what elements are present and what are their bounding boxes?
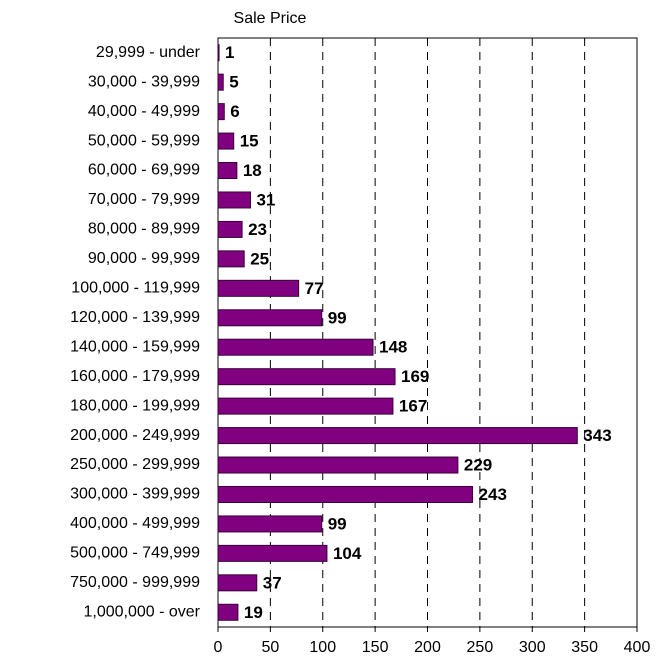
bar [217,456,459,474]
value-label: 99 [328,308,347,327]
value-label: 1 [225,43,234,62]
chart-title: Sale Price [234,10,307,27]
y-tick-label: 40,000 - 49,999 [88,103,200,120]
bar [217,103,225,121]
bar [217,574,258,592]
bar [217,44,220,62]
bar [217,515,323,533]
value-label: 77 [305,279,324,298]
y-tick-label: 300,000 - 399,999 [70,486,200,503]
value-label: 167 [399,397,427,416]
bar [217,309,323,327]
value-label: 5 [229,73,238,92]
value-label: 148 [379,338,407,357]
value-label: 6 [230,102,239,121]
y-tick-label: 120,000 - 139,999 [70,309,200,326]
y-tick-label: 90,000 - 99,999 [88,250,200,267]
value-label: 15 [240,132,259,151]
bar [217,162,238,180]
bar [217,338,374,356]
bar [217,603,239,621]
bar [217,191,251,209]
y-tick-label: 29,999 - under [96,44,201,61]
y-tick-label: 80,000 - 89,999 [88,221,200,238]
value-label: 19 [244,603,263,622]
y-tick-label: 1,000,000 - over [83,603,200,620]
value-label: 243 [479,485,507,504]
value-label: 343 [583,426,611,445]
value-label: 25 [250,249,269,268]
value-label: 37 [263,573,282,592]
y-tick-label: 160,000 - 179,999 [70,368,200,385]
bar [217,250,245,268]
y-tick-label: 400,000 - 499,999 [70,515,200,532]
bar [217,132,235,150]
bar [217,397,394,415]
x-tick-label: 150 [362,639,389,656]
bar [217,544,328,562]
value-label: 18 [243,161,262,180]
x-tick-label: 0 [214,639,223,656]
bar [217,368,396,386]
x-tick-label: 50 [261,639,279,656]
value-label: 229 [464,456,492,475]
y-tick-label: 500,000 - 749,999 [70,545,200,562]
y-tick-label: 100,000 - 119,999 [71,280,200,297]
y-tick-label: 60,000 - 69,999 [88,162,200,179]
value-label: 23 [248,220,267,239]
x-tick-label: 400 [624,639,651,656]
value-label: 169 [401,367,429,386]
bar [217,485,474,503]
bar [217,73,224,91]
x-tick-label: 250 [467,639,494,656]
value-label: 99 [328,514,347,533]
x-tick-label: 300 [519,639,546,656]
y-tick-label: 180,000 - 199,999 [70,397,200,414]
y-tick-label: 200,000 - 249,999 [70,427,200,444]
y-tick-label: 140,000 - 159,999 [70,338,200,355]
y-tick-label: 30,000 - 39,999 [88,73,200,90]
bar [217,220,243,238]
bar [217,279,300,297]
x-tick-label: 100 [309,639,336,656]
y-tick-label: 50,000 - 59,999 [88,132,200,149]
bar [217,427,578,445]
value-label: 104 [333,544,362,563]
y-tick-label: 70,000 - 79,999 [88,191,200,208]
x-tick-label: 350 [571,639,598,656]
y-tick-label: 750,000 - 999,999 [70,574,200,591]
x-tick-label: 200 [414,639,441,656]
y-tick-label: 250,000 - 299,999 [70,456,200,473]
value-label: 31 [256,190,275,209]
